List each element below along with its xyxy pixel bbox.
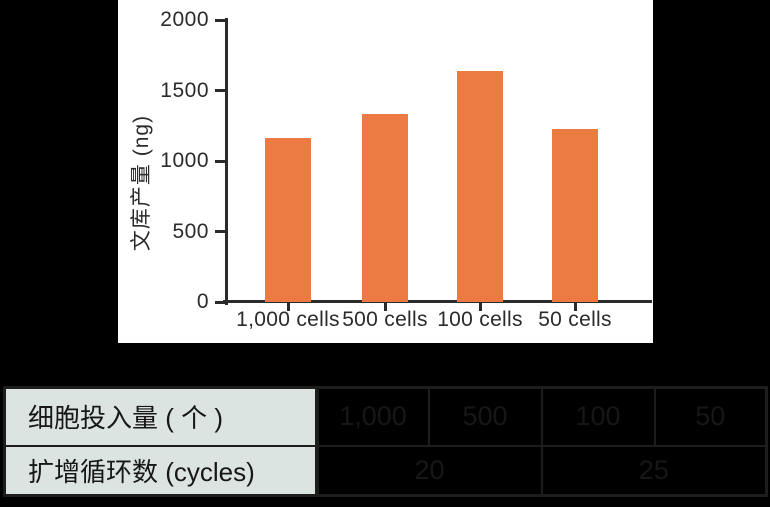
x-axis-line	[223, 300, 652, 303]
x-tick-label: 100 cells	[437, 308, 523, 331]
table-row-cell-input: 细胞投入量 ( 个 ) 1,000 500 100 50	[3, 386, 768, 447]
x-tick-label: 500 cells	[342, 308, 428, 331]
row-header-cycles: 扩增循环数 (cycles)	[3, 444, 319, 497]
y-tick	[215, 159, 225, 163]
cell-input-1000: 1,000	[315, 386, 430, 447]
cell-cycles-25: 25	[540, 444, 768, 497]
cell-input-50: 50	[653, 386, 768, 447]
parameters-table-panel: 细胞投入量 ( 个 ) 1,000 500 100 50 扩增循环数 (cycl…	[3, 386, 768, 497]
y-tick-label: 1500	[160, 78, 209, 102]
y-tick	[215, 300, 225, 304]
bar-50-cells	[552, 128, 598, 302]
table-row-cycles: 扩增循环数 (cycles) 20 25	[3, 444, 768, 497]
bar-1-000-cells	[265, 138, 311, 302]
cell-cycles-20: 20	[315, 444, 543, 497]
y-tick	[215, 89, 225, 92]
bar-chart: 文库产量 (ng) 0 500 1000 1500 2000 1,000 cells 500…	[118, 0, 653, 343]
parameters-table: 细胞投入量 ( 个 ) 1,000 500 100 50 扩增循环数 (cycl…	[3, 386, 768, 497]
x-tick-label: 1,000 cells	[236, 308, 340, 331]
y-tick-label: 1000	[160, 149, 209, 172]
y-tick	[215, 230, 225, 233]
bar-100-cells	[457, 70, 503, 302]
x-tick	[383, 303, 387, 311]
cell-input-500: 500	[427, 386, 543, 447]
row-header-cell-input: 细胞投入量 ( 个 )	[3, 386, 319, 447]
cell-input-100: 100	[540, 386, 656, 447]
y-tick-label: 500	[172, 219, 209, 243]
x-tick	[286, 303, 290, 311]
bar-500-cells	[362, 114, 408, 302]
y-tick	[215, 18, 225, 22]
y-tick-label: 0	[196, 290, 209, 313]
y-tick-label: 2000	[160, 8, 209, 31]
x-tick	[478, 303, 482, 311]
y-axis-line	[225, 18, 228, 305]
x-tick	[573, 303, 577, 311]
x-tick-label: 50 cells	[538, 308, 612, 331]
